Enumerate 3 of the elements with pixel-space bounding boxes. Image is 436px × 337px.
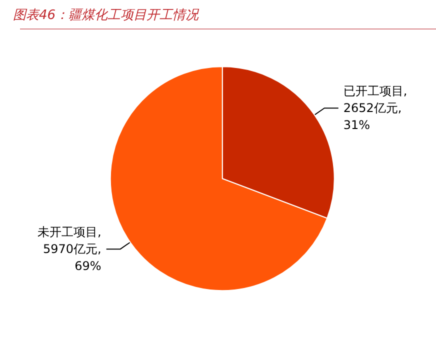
slice-label: 已开工项目, 2652亿元, 31% <box>343 84 408 132</box>
slice-label: 未开工项目, 5970亿元, 69% <box>38 225 102 274</box>
chart-title: 图表46：疆煤化工项目开工情况 <box>13 8 200 23</box>
